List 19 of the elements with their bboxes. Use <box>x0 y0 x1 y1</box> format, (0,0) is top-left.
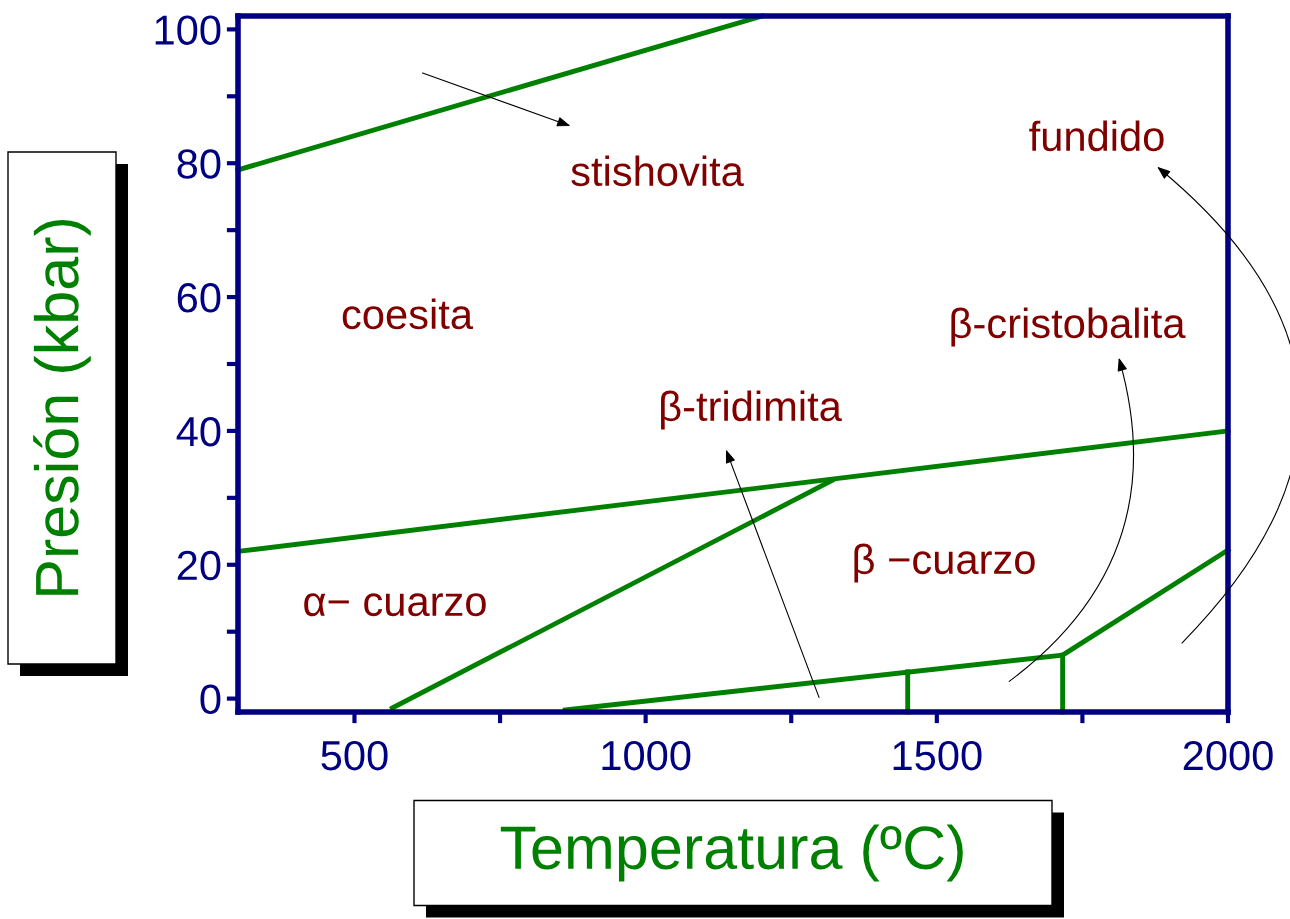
annotation: coesita <box>342 298 474 330</box>
annotation: β −cuarzo <box>854 543 1035 583</box>
x-tick-label: 1500 <box>893 740 982 771</box>
y-tick-label: 100 <box>155 15 221 45</box>
annotation: fundido <box>1029 120 1164 152</box>
annotation: β-cristobalita <box>951 307 1186 347</box>
x-axis-title: Temperatura (ºC) <box>500 824 963 882</box>
x-tick-label: 1000 <box>602 740 691 771</box>
y-tick-label: 0 <box>200 684 221 715</box>
y-tick-label: 80 <box>177 149 221 179</box>
x-tick-label: 500 <box>321 740 388 771</box>
annotation: β-tridimita <box>661 390 842 430</box>
y-tick-label: 20 <box>177 550 221 581</box>
y-tick-label: 40 <box>176 416 221 447</box>
y-axis-title: Presión (kbar) <box>33 219 91 595</box>
x-tick-label: 2000 <box>1183 740 1273 771</box>
annotation: stishovita <box>571 155 744 187</box>
y-tick-label: 60 <box>177 283 221 313</box>
annotation: α− cuarzo <box>304 593 486 617</box>
